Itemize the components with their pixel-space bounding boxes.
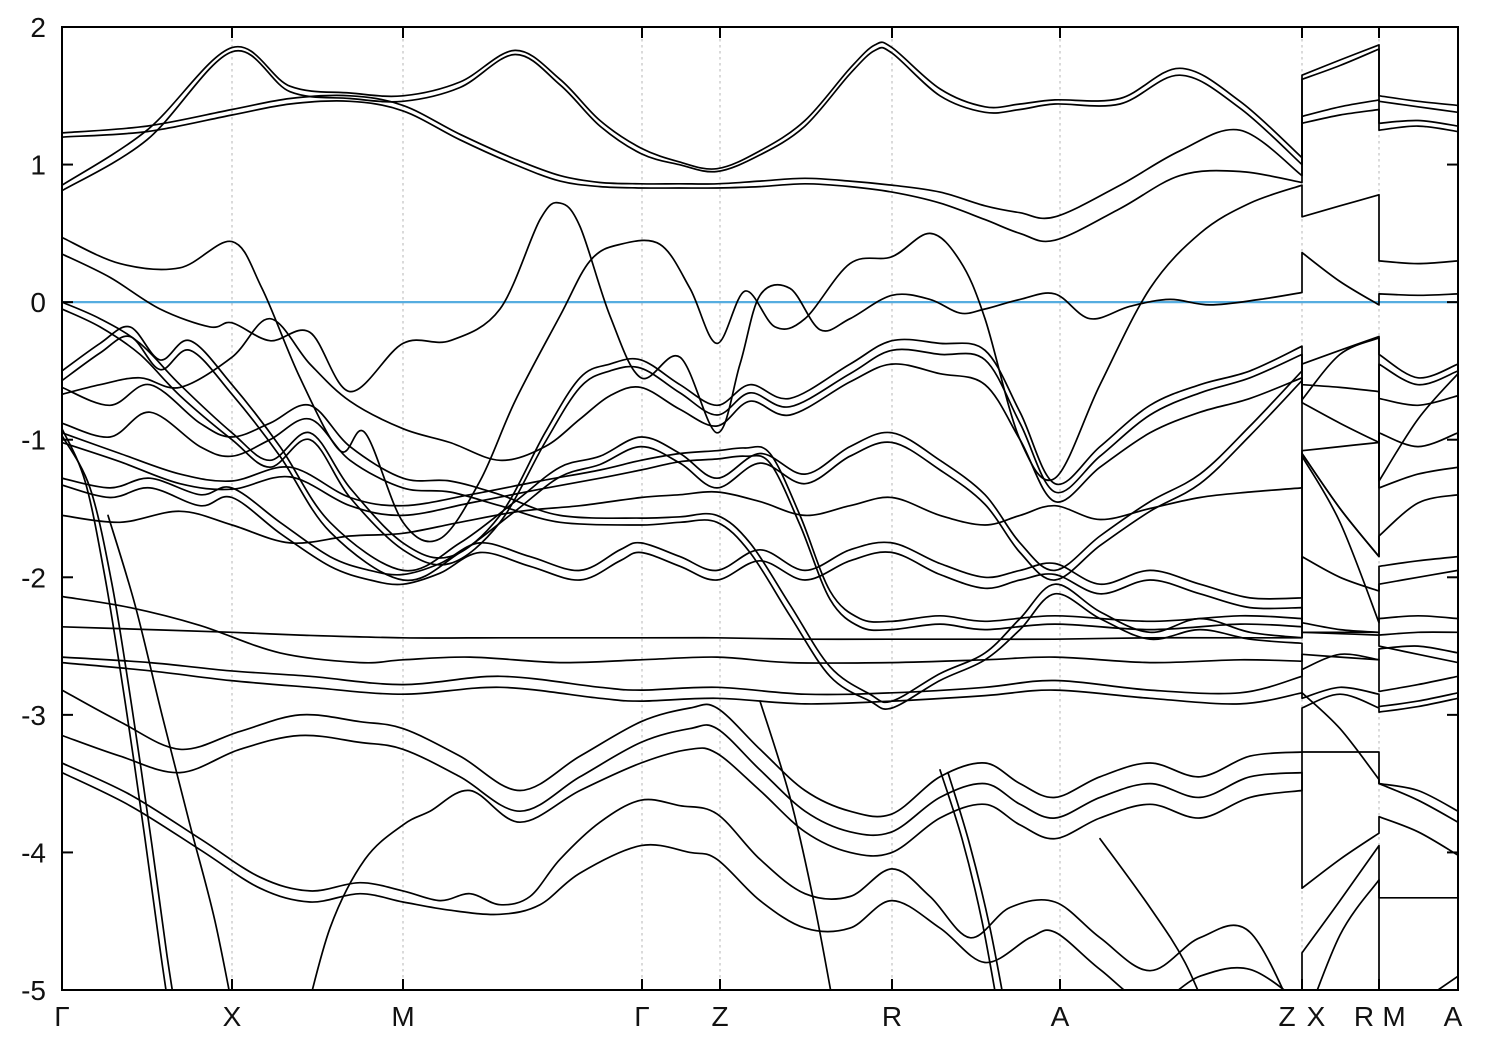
y-axis-labels: 2 1 0 -1 -2 -3 -4 -5: [21, 12, 46, 1006]
band-20: [62, 595, 1458, 664]
band-27: [62, 771, 1458, 990]
plot-border: [61, 26, 1459, 991]
band-23: [62, 689, 1458, 818]
band-11: [62, 383, 1458, 704]
band-28: [62, 427, 167, 990]
band-25: [311, 693, 1458, 990]
band-01: [62, 41, 1458, 187]
band-curves: [62, 41, 1458, 990]
band-13: [62, 317, 1458, 503]
x-tick-label: Γ: [634, 1001, 649, 1032]
band-19: [62, 625, 1458, 664]
band-08: [62, 308, 1458, 566]
x-tick-label: R: [1354, 1001, 1374, 1032]
band-24: [62, 724, 1458, 890]
x-tick-label: A: [1051, 1001, 1070, 1032]
band-30: [107, 514, 230, 990]
band-29: [62, 434, 174, 990]
band-16: [62, 441, 1458, 545]
band-09: [62, 325, 1458, 572]
y-tick-label: 1: [30, 150, 46, 181]
x-tick-label: Z: [1278, 1001, 1295, 1032]
y-tick-label: 2: [30, 12, 46, 43]
x-tick-label: A: [1444, 1001, 1463, 1032]
band-34: [1099, 837, 1199, 990]
x-tick-label: M: [391, 1001, 414, 1032]
band-21: [62, 653, 1458, 696]
band-04: [62, 100, 1458, 243]
band-31: [759, 700, 832, 990]
y-tick-label: -4: [21, 837, 46, 868]
x-tick-label: M: [1382, 1001, 1405, 1032]
tick-marks: [61, 26, 1459, 991]
band-07: [62, 301, 1458, 559]
y-tick-label: -3: [21, 700, 46, 731]
x-tick-label: Γ: [54, 1001, 69, 1032]
band-10: [62, 335, 1458, 582]
band-06: [62, 201, 1458, 434]
band-17: [62, 431, 1458, 634]
band-26: [62, 762, 1458, 990]
band-03: [62, 94, 1458, 220]
band-02: [62, 46, 1458, 192]
x-tick-label: X: [1307, 1001, 1326, 1032]
y-tick-label: 0: [30, 287, 46, 318]
y-tick-label: -1: [21, 425, 46, 456]
band-33: [947, 771, 1003, 990]
x-tick-label: Z: [711, 1001, 728, 1032]
band-18: [62, 431, 1458, 632]
band-22: [62, 661, 1458, 708]
y-tick-label: -5: [21, 975, 46, 1006]
band-12: [62, 411, 1458, 824]
x-tick-label: R: [882, 1001, 902, 1032]
y-tick-label: -2: [21, 562, 46, 593]
x-tick-label: X: [223, 1001, 242, 1032]
band-32: [939, 769, 996, 990]
band-15: [62, 484, 1458, 636]
